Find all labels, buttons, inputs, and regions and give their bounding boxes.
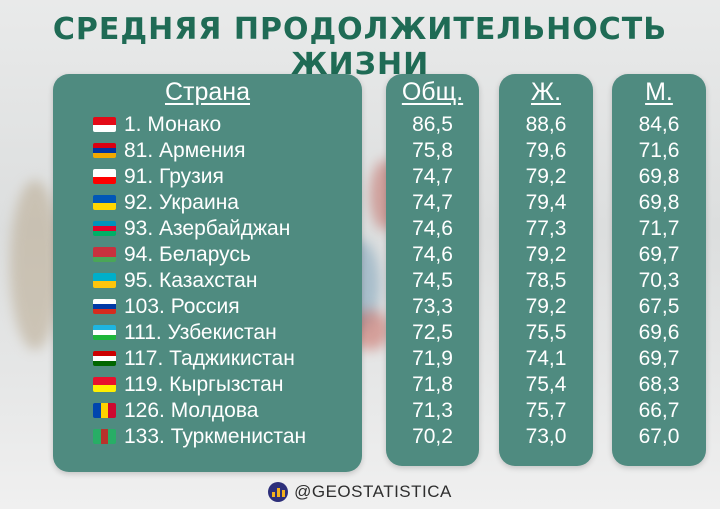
male-value: 69,8 [638, 191, 680, 214]
country-row: 92. Украина [53, 190, 362, 216]
country-label: 94. Беларусь [124, 243, 251, 266]
male-value: 69,6 [638, 321, 680, 344]
female-value: 75,5 [525, 321, 567, 344]
male-value: 68,3 [638, 373, 680, 396]
country-label: 95. Казахстан [124, 269, 258, 292]
female-list: 88,6 79,6 79,2 79,4 77,3 79,2 78,5 79,2 75,5 74,1… [499, 112, 593, 450]
background-figure [10, 180, 60, 350]
country-flag-icon [93, 403, 116, 418]
total-value: 74,7 [412, 191, 453, 214]
total-value: 74,6 [412, 217, 453, 240]
country-list: 1. Монако 81. Армения 91. Грузия 92. Украин… [53, 112, 362, 450]
country-label: 81. Армения [124, 139, 246, 162]
total-value: 74,5 [412, 269, 453, 292]
total-value: 71,9 [412, 347, 453, 370]
country-label: 91. Грузия [124, 165, 224, 188]
country-label: 111. Узбекистан [124, 321, 277, 344]
country-row: 93. Азербайджан [53, 216, 362, 242]
male-value: 71,6 [638, 139, 680, 162]
female-value: 77,3 [525, 217, 567, 240]
female-value: 88,6 [525, 113, 567, 136]
country-flag-icon [93, 195, 116, 210]
country-row: 133. Туркменистан [53, 424, 362, 450]
country-flag-icon [93, 377, 116, 392]
country-row: 119. Кыргызстан [53, 372, 362, 398]
male-value: 71,7 [638, 217, 680, 240]
total-value: 74,7 [412, 165, 453, 188]
country-row: 111. Узбекистан [53, 320, 362, 346]
female-value: 78,5 [525, 269, 567, 292]
male-value: 69,7 [638, 347, 680, 370]
country-flag-icon [93, 273, 116, 288]
total-value: 73,3 [412, 295, 453, 318]
total-column-header: Общ. [401, 78, 464, 106]
female-value: 75,7 [525, 399, 567, 422]
total-value: 74,6 [412, 243, 453, 266]
male-value: 69,7 [638, 243, 680, 266]
male-value: 70,3 [638, 269, 680, 292]
country-label: 1. Монако [124, 113, 222, 136]
male-value: 69,8 [638, 165, 680, 188]
country-row: 1. Монако [53, 112, 362, 138]
country-flag-icon [93, 299, 116, 314]
total-list: 86,5 75,8 74,7 74,7 74,6 74,6 74,5 73,3 72,5 71,9… [386, 112, 479, 450]
male-column-header: М. [645, 78, 673, 106]
country-row: 81. Армения [53, 138, 362, 164]
female-value: 79,2 [525, 295, 567, 318]
country-flag-icon [93, 247, 116, 262]
male-value: 84,6 [638, 113, 680, 136]
country-label: 93. Азербайджан [124, 217, 291, 240]
chart-logo-icon [268, 482, 289, 502]
female-column-panel: Ж. 88,6 79,6 79,2 79,4 77,3 79,2 78,5 79,2 75,5 7… [499, 74, 593, 466]
total-value: 71,8 [412, 373, 453, 396]
country-flag-icon [93, 117, 116, 132]
footer: @GEOSTATISTICA [0, 480, 720, 504]
male-value: 66,7 [638, 399, 680, 422]
female-value: 74,1 [525, 347, 567, 370]
total-value: 70,2 [412, 425, 453, 448]
country-label: 126. Молдова [124, 399, 259, 422]
country-label: 103. Россия [124, 295, 240, 318]
country-flag-icon [93, 221, 116, 236]
country-row: 117. Таджикистан [53, 346, 362, 372]
female-value: 79,2 [525, 165, 567, 188]
footer-handle: @GEOSTATISTICA [294, 482, 452, 501]
country-flag-icon [93, 429, 116, 444]
country-row: 126. Молдова [53, 398, 362, 424]
female-value: 73,0 [525, 425, 567, 448]
female-value: 79,2 [525, 243, 567, 266]
total-value: 75,8 [412, 139, 453, 162]
female-value: 79,6 [525, 139, 567, 162]
country-flag-icon [93, 325, 116, 340]
country-row: 95. Казахстан [53, 268, 362, 294]
total-value: 86,5 [412, 113, 453, 136]
country-label: 117. Таджикистан [124, 347, 295, 370]
country-label: 119. Кыргызстан [124, 373, 284, 396]
country-column-header: Страна [164, 78, 251, 106]
total-column-panel: Общ. 86,5 75,8 74,7 74,7 74,6 74,6 74,5 73,3 72,… [386, 74, 479, 466]
country-flag-icon [93, 169, 116, 184]
total-value: 71,3 [412, 399, 453, 422]
country-label: 133. Туркменистан [124, 425, 307, 448]
page-title: СРЕДНЯЯ ПРОДОЛЖИТЕЛЬНОСТЬ ЖИЗНИ [52, 12, 668, 82]
country-flag-icon [93, 143, 116, 158]
country-row: 91. Грузия [53, 164, 362, 190]
total-value: 72,5 [412, 321, 453, 344]
male-column-panel: М. 84,6 71,6 69,8 69,8 71,7 69,7 70,3 67,5 69,6 6… [612, 74, 706, 466]
country-flag-icon [93, 351, 116, 366]
country-row: 103. Россия [53, 294, 362, 320]
female-value: 79,4 [525, 191, 567, 214]
male-value: 67,5 [638, 295, 680, 318]
female-column-header: Ж. [530, 78, 562, 106]
female-value: 75,4 [525, 373, 567, 396]
male-list: 84,6 71,6 69,8 69,8 71,7 69,7 70,3 67,5 69,6 69,7… [612, 112, 706, 450]
country-row: 94. Беларусь [53, 242, 362, 268]
country-label: 92. Украина [124, 191, 239, 214]
country-column-panel: Страна 1. Монако 81. Армения 91. Грузия 92.… [53, 74, 362, 472]
male-value: 67,0 [638, 425, 680, 448]
